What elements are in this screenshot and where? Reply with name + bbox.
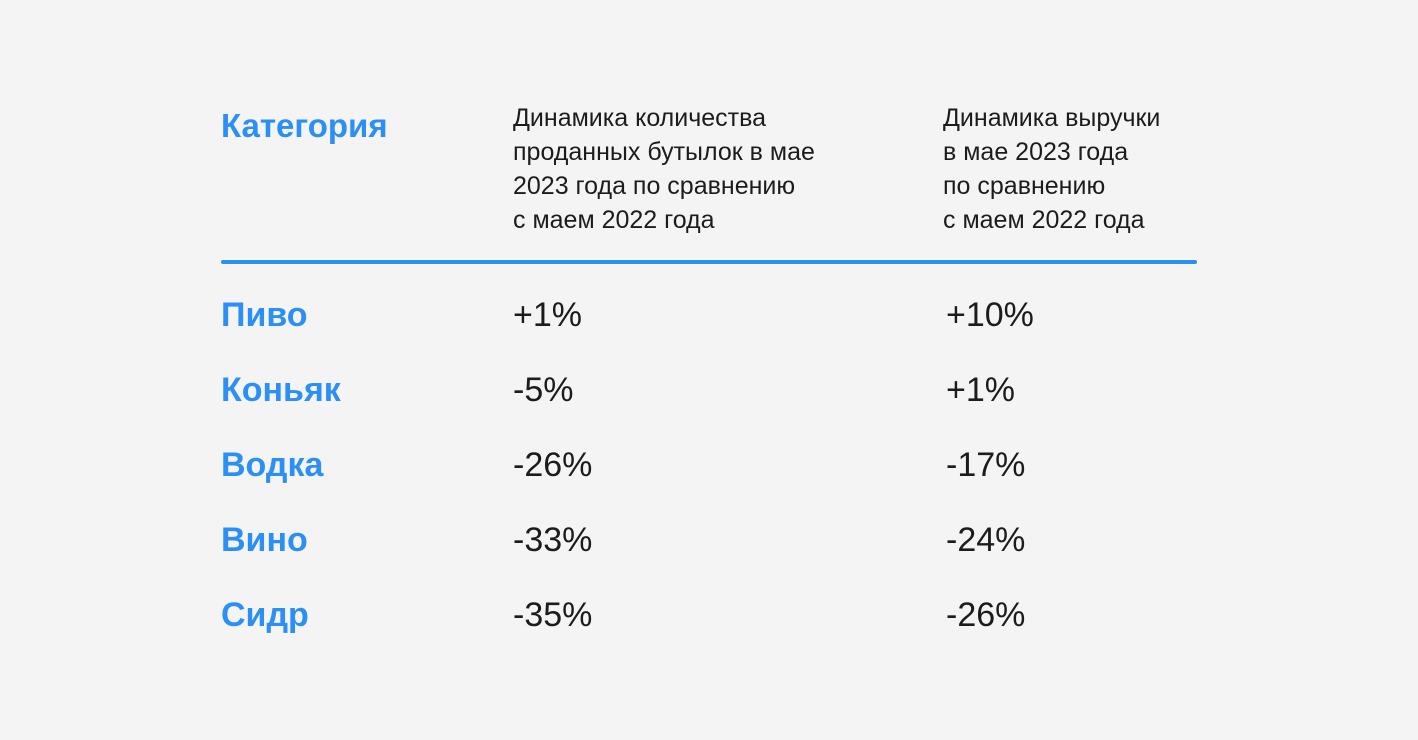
- row-revenue-change: -26%: [946, 596, 1026, 634]
- table-row: Коньяк -5% +1%: [221, 365, 1197, 440]
- row-revenue-change: +1%: [946, 371, 1015, 409]
- row-revenue-change: -24%: [946, 521, 1026, 559]
- row-category: Сидр: [221, 596, 309, 634]
- table-body: Пиво +1% +10% Коньяк -5% +1% Водка -26% …: [221, 290, 1197, 665]
- table-row: Пиво +1% +10%: [221, 290, 1197, 365]
- table-row: Вино -33% -24%: [221, 515, 1197, 590]
- row-quantity-change: -35%: [513, 596, 593, 634]
- header-quantity-change: Динамика количества проданных бутылок в …: [513, 104, 815, 234]
- row-quantity-change: -26%: [513, 446, 593, 484]
- row-category: Водка: [221, 446, 324, 484]
- table-row: Водка -26% -17%: [221, 440, 1197, 515]
- row-revenue-change: +10%: [946, 296, 1034, 334]
- table-header: Категория Динамика количества проданных …: [221, 96, 1197, 259]
- header-category: Категория: [221, 107, 388, 144]
- row-quantity-change: -33%: [513, 521, 593, 559]
- table-row: Сидр -35% -26%: [221, 590, 1197, 665]
- comparison-table: Категория Динамика количества проданных …: [221, 96, 1197, 634]
- header-divider: [221, 260, 1197, 264]
- row-quantity-change: +1%: [513, 296, 582, 334]
- header-revenue-change: Динамика выручки в мае 2023 года по срав…: [943, 104, 1161, 234]
- row-category: Коньяк: [221, 371, 341, 409]
- row-quantity-change: -5%: [513, 371, 574, 409]
- row-category: Вино: [221, 521, 308, 559]
- row-revenue-change: -17%: [946, 446, 1026, 484]
- row-category: Пиво: [221, 296, 308, 334]
